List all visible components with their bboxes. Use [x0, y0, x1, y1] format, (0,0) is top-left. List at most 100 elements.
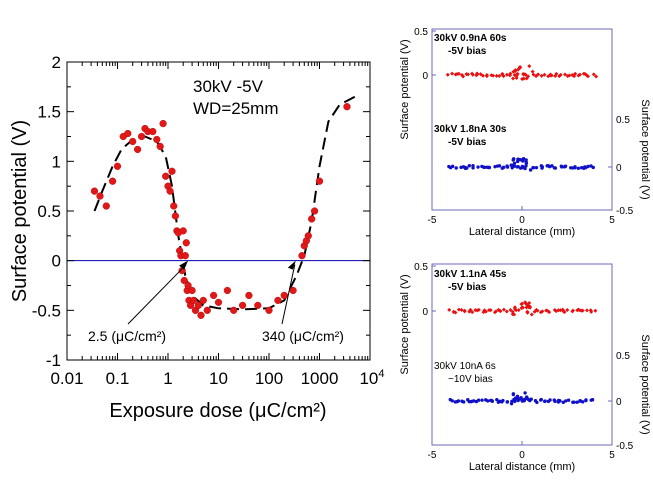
series-point — [580, 308, 585, 313]
series-point — [485, 165, 489, 170]
series-point — [455, 72, 460, 77]
series-point — [523, 72, 528, 77]
y-tick-label: 1.5 — [37, 103, 61, 122]
series-point — [511, 392, 516, 396]
series-point — [495, 397, 499, 402]
panel-x-axis-label: Lateral distance (mm) — [469, 461, 575, 473]
series-point — [523, 301, 528, 306]
series-point — [461, 400, 466, 404]
series-point — [534, 165, 539, 170]
series-point — [512, 161, 517, 165]
series-point — [528, 398, 532, 403]
x-tick-label: 1 — [163, 369, 172, 388]
x-tick-label: 0.1 — [106, 369, 130, 388]
x-tick-label: 104 — [359, 368, 384, 388]
series-point — [524, 158, 528, 162]
series-point — [471, 166, 475, 170]
series-point — [586, 74, 591, 79]
panel-y-right-axis-label: Surface potential (V) — [639, 334, 651, 434]
data-point — [90, 187, 99, 195]
panel-x-axis-label: Lateral distance (mm) — [469, 226, 575, 238]
arrow-head-left — [179, 260, 189, 270]
y-tick-label: 1 — [52, 152, 61, 171]
panel-y-right-tick-label: -0.5 — [616, 206, 634, 217]
data-point — [162, 172, 170, 180]
panel-y-left-tick-label: 0 — [422, 71, 428, 82]
panel-x-tick-label: 0 — [519, 215, 525, 226]
condition-line-2: WD=25mm — [193, 99, 278, 118]
series-point — [491, 73, 496, 78]
data-point — [304, 232, 312, 240]
series-point — [536, 72, 541, 77]
series-point — [584, 308, 589, 313]
series-point — [558, 72, 563, 77]
main-axis-ticks — [66, 61, 371, 361]
series-point — [504, 72, 509, 77]
series-point — [508, 71, 513, 76]
series-point — [512, 312, 517, 317]
x-tick-label: 10 — [209, 369, 228, 388]
condition-line-1: 30kV -5V — [193, 77, 264, 96]
panel-y-left-tick-label: 0 — [422, 307, 428, 318]
series-point — [516, 308, 521, 313]
data-point — [199, 296, 207, 305]
series-point — [565, 307, 570, 312]
data-point — [214, 298, 223, 306]
panel-x-tick-label: 0 — [519, 450, 525, 461]
series-point — [475, 72, 480, 77]
data-point — [168, 167, 176, 175]
data-point — [149, 127, 157, 136]
y-tick-label: 0 — [52, 252, 61, 271]
data-point — [166, 187, 174, 195]
series-label: 30kV 10nA 6s — [434, 361, 496, 372]
series-point — [515, 397, 520, 401]
series-point — [564, 399, 568, 403]
series-point — [561, 400, 565, 405]
series-point — [529, 312, 534, 317]
series-point — [553, 73, 558, 78]
data-point — [189, 296, 198, 305]
data-point — [311, 207, 319, 215]
series-point — [591, 165, 595, 170]
series-point — [511, 76, 516, 81]
panel-x-tick-label: -5 — [428, 450, 437, 461]
series-point — [496, 400, 501, 404]
series-point — [531, 72, 536, 77]
data-point — [230, 306, 238, 314]
data-point — [153, 135, 161, 144]
series-point — [539, 397, 544, 402]
arrow-line-right — [281, 264, 296, 325]
data-point — [156, 142, 164, 151]
panel-y-right-tick-label: -0.5 — [616, 441, 634, 452]
data-point — [170, 202, 178, 210]
annotation-left: 2.5 (μC/cm²) — [88, 328, 166, 344]
series-point — [552, 398, 556, 402]
data-point — [129, 137, 137, 146]
annotation-right: 340 (μC/cm²) — [262, 328, 344, 344]
series-point — [549, 73, 554, 78]
series-point — [520, 301, 525, 306]
series-point — [493, 309, 498, 314]
data-point — [343, 103, 351, 111]
panel-y-left-tick-label: 0.5 — [414, 262, 428, 273]
series-point — [519, 396, 523, 400]
data-point — [238, 301, 247, 309]
top-right-chart: -5 0 5 Lateral distance (mm) 0.5 0 0.5 0 -0.5 Sur… — [399, 27, 651, 238]
panel-y-right-tick-label: 0.5 — [616, 115, 630, 126]
series-point — [501, 398, 505, 403]
series-point — [514, 308, 519, 313]
panel-x-tick-label: 5 — [609, 450, 615, 461]
y-tick-label: 2 — [52, 53, 61, 72]
series-point — [450, 71, 455, 76]
series-point — [525, 309, 530, 314]
series-point — [512, 164, 517, 168]
series-point — [515, 71, 520, 76]
data-point — [197, 311, 205, 319]
series-point — [546, 399, 551, 404]
series-point — [530, 69, 535, 74]
series-point — [526, 74, 531, 79]
data-point — [137, 132, 146, 141]
data-point — [96, 192, 104, 200]
series-point — [591, 72, 596, 77]
series-point — [523, 391, 527, 395]
